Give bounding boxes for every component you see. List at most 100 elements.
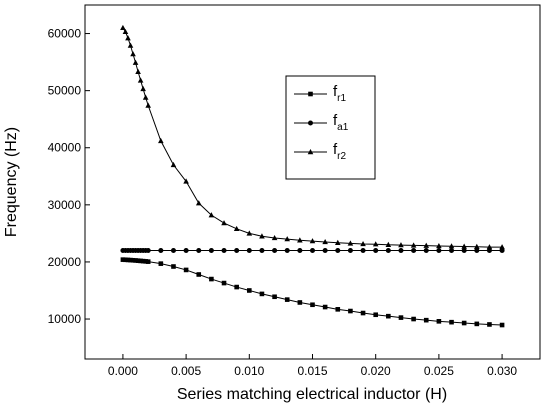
legend-item: fr1 (294, 83, 347, 104)
data-point-circle (335, 248, 341, 254)
legend-label: fr1 (333, 83, 347, 104)
data-point-circle (308, 120, 313, 126)
data-point-square (335, 307, 341, 312)
data-point-triangle (233, 225, 240, 232)
data-point-triangle (499, 244, 505, 250)
data-point-circle (297, 248, 303, 254)
data-point-circle (272, 248, 278, 254)
data-point-square (140, 258, 146, 264)
data-point-circle (474, 248, 480, 254)
y-tick-label: 10000 (48, 312, 82, 326)
data-point-square (130, 257, 136, 263)
data-point-triangle (322, 238, 328, 245)
axis-ticks: 0.000 0.005 0.010 0.015 0.020 0.025 0.030 10000… (48, 27, 518, 378)
data-point-triangle (120, 24, 126, 31)
data-point-circle (373, 248, 379, 254)
data-point-square (247, 288, 252, 293)
data-point-triangle (122, 28, 129, 35)
data-point-square (360, 310, 366, 316)
y-tick-label: 40000 (48, 141, 82, 155)
data-point-circle (423, 248, 429, 254)
series-f-r1 (120, 257, 505, 328)
data-point-square (158, 261, 164, 266)
x-tick-label: 0.030 (487, 364, 517, 378)
data-point-square (120, 257, 126, 262)
data-point-circle (461, 248, 467, 254)
x-tick-label: 0.025 (424, 364, 454, 378)
data-point-square (145, 259, 151, 264)
data-point-square (310, 302, 315, 308)
data-point-triangle (284, 236, 291, 242)
data-point-circle (360, 248, 366, 254)
data-point-square (272, 294, 277, 300)
data-point-triangle (140, 85, 146, 92)
legend: fr1 fa1 fr2 (285, 75, 376, 180)
data-point-triangle (125, 35, 131, 41)
data-point-square (398, 315, 404, 320)
data-point-circle (170, 248, 176, 254)
data-point-circle (259, 248, 265, 254)
data-point-circle (411, 248, 417, 254)
data-point-circle (449, 248, 455, 254)
data-point-circle (347, 248, 353, 254)
data-point-square (386, 313, 391, 319)
data-point-circle (145, 248, 151, 254)
data-point-triangle (307, 149, 314, 155)
data-point-square (297, 300, 303, 305)
data-point-circle (398, 248, 404, 254)
data-point-circle (183, 248, 189, 254)
x-tick-label: 0.000 (108, 364, 138, 378)
data-point-triangle (410, 242, 417, 248)
data-point-triangle (158, 137, 164, 144)
data-point-square (143, 259, 148, 264)
x-tick-label: 0.005 (171, 364, 201, 378)
x-tick-label: 0.010 (234, 364, 264, 378)
series-f-r2 (120, 24, 505, 250)
y-tick-label: 60000 (48, 27, 82, 41)
data-point-circle (208, 248, 214, 254)
data-point-triangle (137, 77, 144, 83)
series-line (122, 259, 503, 326)
data-point-triangle (486, 244, 493, 250)
data-point-square (487, 322, 492, 327)
data-point-square (373, 312, 378, 318)
data-point-triangle (474, 243, 480, 250)
data-point-square (209, 276, 214, 282)
y-tick-label: 30000 (48, 198, 82, 212)
data-point-triangle (360, 240, 366, 247)
data-point-triangle (398, 242, 404, 248)
data-point-square (123, 257, 128, 263)
data-point-square (474, 321, 480, 327)
data-point-triangle (208, 212, 215, 218)
legend-box (285, 75, 376, 180)
series-f-a1 (120, 248, 505, 254)
data-point-square (308, 91, 313, 97)
data-point-square (125, 257, 131, 263)
data-point-square (138, 258, 143, 264)
data-point-triangle (259, 233, 265, 239)
data-point-circle (246, 248, 252, 254)
data-point-triangle (195, 200, 202, 206)
data-point-triangle (347, 240, 354, 246)
data-point-circle (322, 248, 328, 254)
data-point-triangle (385, 241, 392, 248)
y-tick-label: 50000 (48, 84, 82, 98)
data-point-triangle (170, 161, 177, 168)
data-point-square (221, 280, 227, 286)
data-point-circle (310, 248, 315, 254)
data-point-square (411, 316, 416, 322)
data-point-square (259, 291, 265, 297)
data-point-square (461, 320, 467, 326)
data-point-triangle (132, 59, 139, 65)
data-point-triangle (183, 178, 189, 184)
data-point-circle (385, 248, 391, 254)
data-point-square (183, 267, 189, 273)
data-point-square (196, 272, 202, 277)
data-point-circle (158, 248, 164, 254)
data-point-triangle (130, 51, 136, 57)
x-axis-title: Series matching electrical inductor (H) (177, 386, 447, 403)
data-point-triangle (221, 220, 227, 226)
data-point-circle (284, 248, 290, 254)
data-point-triangle (436, 242, 442, 249)
